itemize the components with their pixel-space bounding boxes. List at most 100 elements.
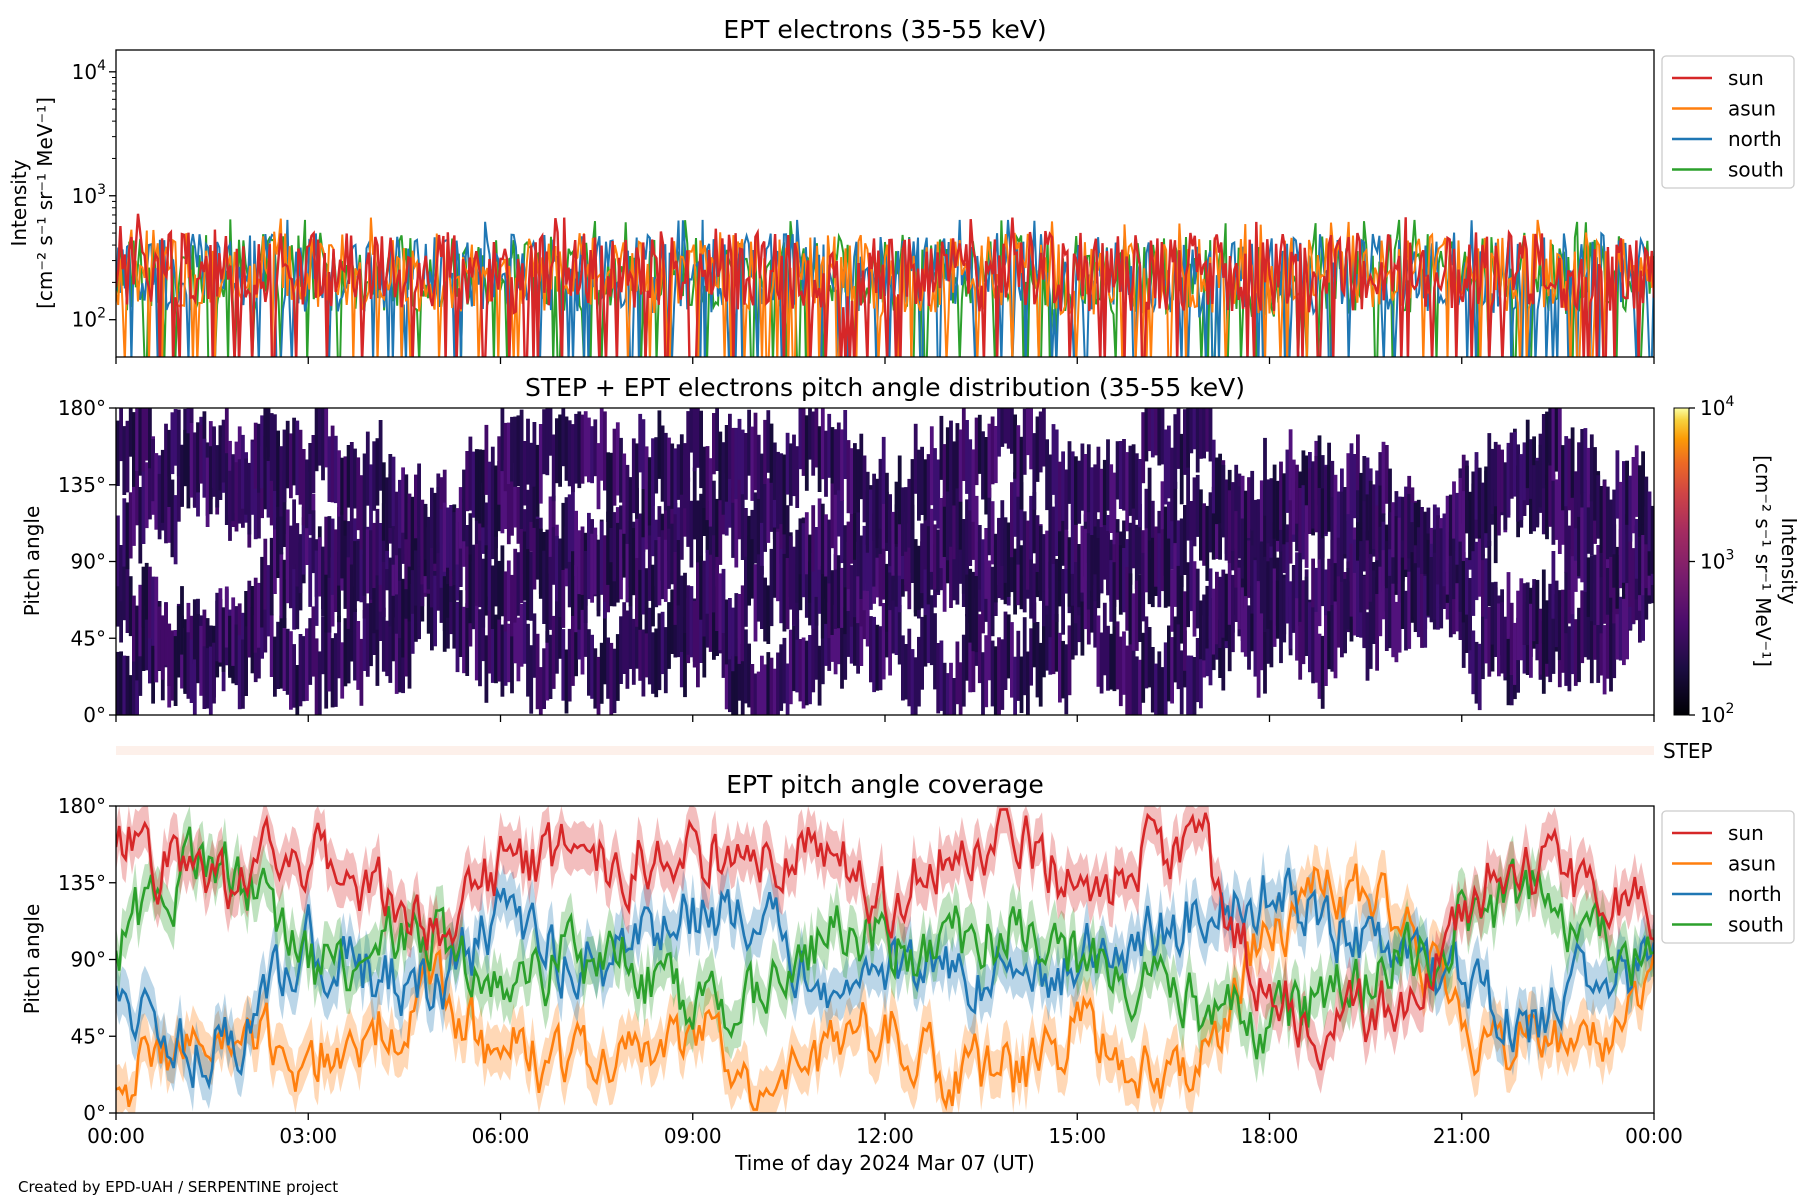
heatmap-cell bbox=[1458, 540, 1463, 612]
heatmap-cell bbox=[433, 575, 437, 647]
heatmap-cell bbox=[1128, 643, 1133, 715]
heatmap-cell bbox=[1077, 544, 1082, 608]
heatmap-cell bbox=[1561, 445, 1565, 511]
heatmap-cell bbox=[1038, 411, 1043, 473]
heatmap-cell bbox=[176, 456, 181, 522]
coverage-band-asun bbox=[116, 839, 1654, 1113]
heatmap-cell bbox=[923, 503, 928, 570]
heatmap-cell bbox=[532, 613, 537, 678]
heatmap-cell bbox=[776, 451, 780, 529]
heatmap-cell bbox=[1163, 642, 1168, 715]
heatmap-cell bbox=[1500, 449, 1504, 513]
heatmap-cell bbox=[349, 564, 354, 632]
heatmap-cell bbox=[548, 556, 553, 630]
heatmap-cell bbox=[446, 553, 450, 618]
heatmap-cell bbox=[192, 432, 197, 508]
heatmap-cell bbox=[1051, 540, 1056, 620]
heatmap-cell bbox=[1525, 419, 1530, 489]
heatmap-cell bbox=[968, 568, 973, 643]
heatmap-cell bbox=[596, 656, 601, 715]
heatmap-cell bbox=[1080, 590, 1085, 656]
heatmap-cell bbox=[1506, 572, 1511, 639]
heatmap-cell bbox=[1032, 602, 1037, 668]
heatmap-cell bbox=[1090, 467, 1094, 535]
heatmap-cell bbox=[468, 436, 473, 511]
heatmap-cell bbox=[702, 446, 707, 509]
heatmap-cell bbox=[378, 420, 383, 491]
heatmap-cell bbox=[1359, 472, 1363, 532]
heatmap-cell bbox=[955, 641, 960, 705]
heatmap-cell bbox=[1218, 619, 1222, 678]
heatmap-cell bbox=[1266, 561, 1271, 629]
heatmap-cell bbox=[804, 415, 809, 491]
heatmap-cell bbox=[728, 598, 732, 660]
heatmap-cell bbox=[760, 655, 764, 715]
heatmap-cell bbox=[817, 645, 822, 706]
heatmap-cell bbox=[1535, 460, 1540, 528]
heatmap-cell bbox=[558, 591, 562, 659]
heatmap-cell bbox=[737, 470, 742, 540]
heatmap-cell bbox=[1083, 528, 1088, 589]
heatmap-cell bbox=[1349, 543, 1354, 617]
heatmap-cell bbox=[430, 580, 434, 651]
heatmap-cell bbox=[683, 572, 687, 633]
heatmap-cell bbox=[1202, 594, 1206, 661]
heatmap-cell bbox=[292, 644, 296, 708]
heatmap-cell bbox=[1340, 581, 1344, 658]
heatmap-cell bbox=[574, 604, 578, 677]
heatmap-cell bbox=[1083, 454, 1088, 522]
heatmap-cell bbox=[856, 502, 860, 577]
heatmap-cell bbox=[1602, 480, 1607, 554]
heatmap-cell bbox=[337, 450, 341, 517]
heatmap-cell bbox=[631, 528, 636, 596]
heatmap-cell bbox=[1141, 552, 1146, 622]
heatmap-cell bbox=[990, 501, 995, 565]
heatmap-cell bbox=[160, 615, 165, 680]
heatmap-cell bbox=[430, 487, 434, 548]
heatmap-cell bbox=[167, 476, 172, 543]
heatmap-cell bbox=[590, 634, 594, 699]
heatmap-cell bbox=[516, 415, 521, 487]
heatmap-cell bbox=[542, 648, 546, 709]
heatmap-cell bbox=[631, 618, 636, 685]
heatmap-cell bbox=[965, 614, 969, 681]
heatmap-cell bbox=[125, 502, 130, 570]
heatmap-cell bbox=[1314, 567, 1319, 626]
heatmap-cell bbox=[394, 557, 399, 634]
heatmap-cell bbox=[952, 489, 957, 560]
heatmap-cell bbox=[321, 408, 325, 481]
heatmap-cell bbox=[961, 408, 966, 481]
heatmap-cell bbox=[458, 522, 463, 587]
heatmap-cell bbox=[516, 617, 521, 682]
heatmap-cell bbox=[186, 632, 191, 699]
heatmap-cell bbox=[1346, 568, 1351, 630]
heatmap-cell bbox=[289, 433, 293, 499]
heatmap-cell bbox=[840, 500, 844, 564]
heatmap-cell bbox=[465, 603, 470, 676]
heatmap-cell bbox=[465, 451, 470, 512]
heatmap-cell bbox=[202, 646, 207, 709]
heatmap-cell bbox=[740, 429, 745, 495]
heatmap-cell bbox=[1330, 539, 1335, 611]
heatmap-cell bbox=[811, 622, 816, 693]
heatmap-cell bbox=[426, 562, 431, 634]
heatmap-cell bbox=[282, 470, 287, 547]
heatmap-cell bbox=[612, 428, 617, 506]
heatmap-cell bbox=[1618, 481, 1623, 556]
heatmap-cell bbox=[1202, 408, 1206, 459]
heatmap-cell bbox=[654, 628, 659, 698]
heatmap-cell bbox=[590, 426, 594, 484]
heatmap-cell bbox=[1282, 473, 1287, 545]
heatmap-cell bbox=[1186, 562, 1190, 628]
heatmap-cell bbox=[1397, 517, 1402, 595]
heatmap-cell bbox=[1320, 635, 1325, 709]
heatmap-cell bbox=[1541, 464, 1546, 535]
heatmap-cell bbox=[545, 408, 550, 476]
heatmap-cell bbox=[1275, 580, 1280, 639]
heatmap-cell bbox=[151, 639, 155, 704]
heatmap-cell bbox=[212, 426, 216, 497]
heatmap-cell bbox=[1279, 551, 1283, 623]
heatmap-cell bbox=[945, 491, 950, 561]
heatmap-cell bbox=[285, 420, 290, 489]
